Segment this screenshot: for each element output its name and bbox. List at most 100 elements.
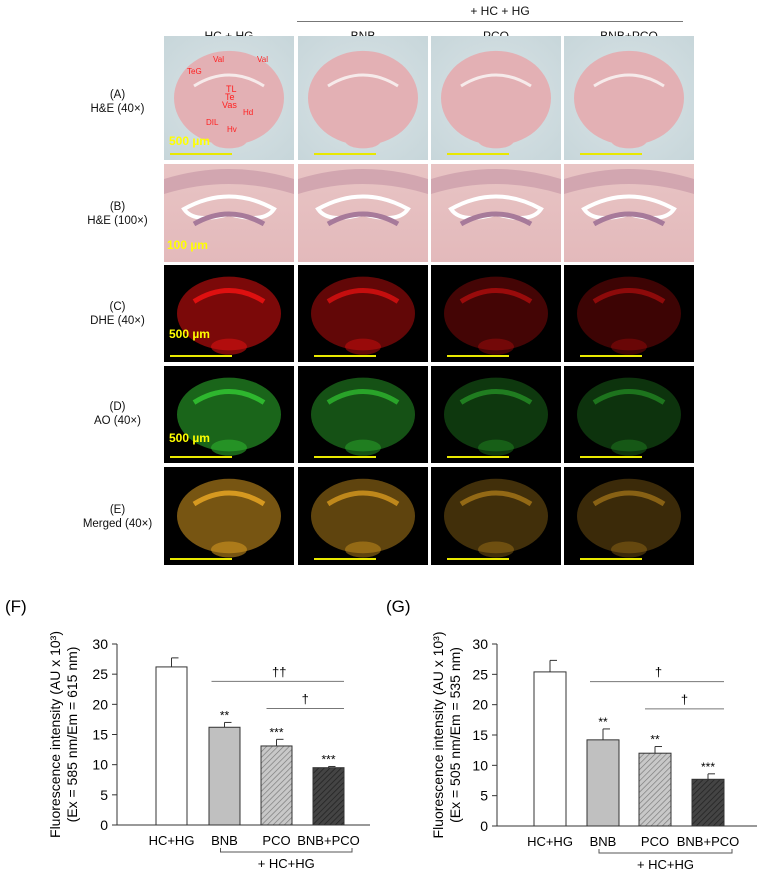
annotation: Val <box>213 55 224 64</box>
y-axis-label-sub: (Ex = 585 nm/Em = 615 nm) <box>64 647 80 823</box>
micrograph-he-40x-1 <box>164 36 294 160</box>
x-tick-label: BNB+PCO <box>297 833 360 848</box>
scale-bar <box>447 558 509 560</box>
bar-pco <box>638 752 672 827</box>
bar-bnb-pco <box>312 767 345 826</box>
scale-bar <box>447 355 509 357</box>
y-axis-label-sub: (Ex = 505 nm/Em = 535 nm) <box>447 647 463 823</box>
x-tick-label: BNB+PCO <box>677 834 740 849</box>
scale-bar <box>447 456 509 458</box>
x-tick-label: BNB <box>590 834 617 849</box>
row-label-c: (C) DHE (40×) <box>90 301 145 327</box>
row-label-d: (D) AO (40×) <box>94 401 141 427</box>
micrograph-ao-1 <box>164 366 294 463</box>
scale-bar <box>170 456 232 458</box>
y-tick-label: 25 <box>92 666 108 682</box>
x-tick-label: PCO <box>641 834 669 849</box>
panel-label: (G) <box>386 597 411 616</box>
row-label-b: (B) H&E (100×) <box>87 201 148 227</box>
x-tick-label: BNB <box>211 833 238 848</box>
micrograph-dhe-3 <box>431 265 561 362</box>
annotation: TeG <box>187 67 202 76</box>
scale-bar <box>314 153 376 155</box>
annotation: Hv <box>227 125 237 134</box>
group-label: + HC + HG <box>470 4 530 18</box>
significance-mark: *** <box>321 752 335 766</box>
micrograph-he-40x-4 <box>564 36 694 160</box>
y-axis-label: Fluorescence intensity (AU x 10³) <box>47 631 63 838</box>
significance-mark: ** <box>650 733 660 747</box>
micrograph-he-100x-3 <box>431 164 561 262</box>
annotation: DIL <box>206 118 219 127</box>
bar-pco <box>260 745 293 826</box>
micrograph-merged-3 <box>431 467 561 565</box>
x-tick-label: HC+HG <box>527 834 573 849</box>
micrograph-he-40x-3 <box>431 36 561 160</box>
micrograph-he-40x-2 <box>298 36 428 160</box>
bar-bnb <box>208 726 241 826</box>
row-label-a: (A) H&E (40×) <box>90 89 145 115</box>
annotation: Vas <box>222 100 237 110</box>
scale-bar-label: 500 µm <box>169 327 210 341</box>
comparison-mark: † <box>302 692 309 707</box>
scale-bar <box>170 355 232 357</box>
micrograph-ao-4 <box>564 366 694 463</box>
y-tick-label: 15 <box>472 727 488 743</box>
y-tick-label: 0 <box>480 818 488 834</box>
significance-mark: ** <box>220 708 230 722</box>
y-tick-label: 25 <box>472 666 488 682</box>
comparison-mark: † <box>655 665 662 680</box>
scale-bar-label: 500 µm <box>169 134 210 148</box>
annotation: Hd <box>243 108 254 117</box>
micrograph-merged-1 <box>164 467 294 565</box>
x-tick-label: PCO <box>262 833 290 848</box>
group-bracket <box>220 848 353 853</box>
bar-hc-hg <box>533 671 567 827</box>
annotation: Te <box>225 92 235 102</box>
scale-bar <box>170 153 232 155</box>
comparison-mark: †† <box>272 664 286 679</box>
group-bracket <box>598 849 733 854</box>
significance-mark: *** <box>701 760 715 774</box>
micrograph-ao-2 <box>298 366 428 463</box>
scale-bar-label: 500 µm <box>169 431 210 445</box>
y-tick-label: 15 <box>92 727 108 743</box>
x-tick-label: HC+HG <box>149 833 195 848</box>
scale-bar <box>447 153 509 155</box>
significance-mark: ** <box>598 715 608 729</box>
micrograph-dhe-2 <box>298 265 428 362</box>
micrograph-dhe-1 <box>164 265 294 362</box>
y-axis-label: Fluorescence intensity (AU x 10³) <box>430 632 446 839</box>
y-tick-label: 0 <box>100 817 108 833</box>
scale-bar <box>314 355 376 357</box>
comparison-mark: † <box>681 692 688 707</box>
micrograph-merged-4 <box>564 467 694 565</box>
y-tick-label: 10 <box>92 757 108 773</box>
micrograph-he-100x-4 <box>564 164 694 262</box>
scale-bar <box>314 558 376 560</box>
micrograph-ao-3 <box>431 366 561 463</box>
scale-bar <box>580 355 642 357</box>
micrograph-he-100x-1 <box>164 164 294 262</box>
y-tick-label: 5 <box>480 788 488 804</box>
y-tick-label: 30 <box>472 636 488 652</box>
group-label: + HC+HG <box>637 857 694 872</box>
bar-hc-hg <box>155 666 188 826</box>
annotation: Val <box>257 55 268 64</box>
significance-mark: *** <box>269 725 283 739</box>
y-tick-label: 5 <box>100 787 108 803</box>
micrograph-dhe-4 <box>564 265 694 362</box>
y-tick-label: 30 <box>92 636 108 652</box>
group-line <box>297 21 683 22</box>
scale-bar-label: 100 µm <box>167 238 208 252</box>
bar-bnb <box>586 739 620 827</box>
y-tick-label: 20 <box>472 697 488 713</box>
group-label: + HC+HG <box>258 856 315 871</box>
scale-bar <box>580 456 642 458</box>
scale-bar <box>580 558 642 560</box>
y-tick-label: 20 <box>92 696 108 712</box>
row-label-e: (E) Merged (40×) <box>82 504 153 530</box>
y-tick-label: 10 <box>472 757 488 773</box>
bar-bnb-pco <box>691 778 725 827</box>
